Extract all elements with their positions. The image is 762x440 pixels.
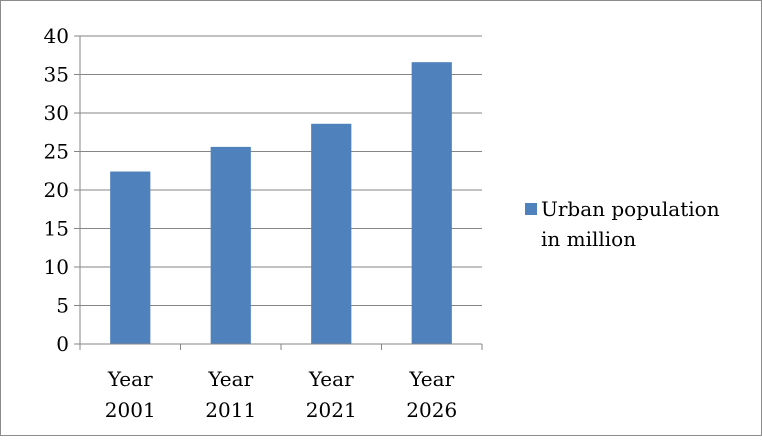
y-tick-label: 10 [44, 255, 69, 279]
y-tick-label: 40 [44, 24, 69, 48]
legend: Urban population in million [525, 197, 720, 251]
y-tick-label: 35 [44, 63, 69, 87]
y-tick-label: 15 [44, 217, 69, 241]
legend-label: Urban population in million [541, 197, 720, 251]
y-tick-labels: 0 5 10 15 20 25 30 35 40 [44, 24, 69, 356]
x-tick-label: Year 2001 [105, 367, 156, 422]
y-tick-label: 5 [56, 294, 69, 318]
x-tick-labels: Year 2001 Year 2011 Year 2021 Year 2026 [105, 367, 457, 422]
x-tick-label: Year 2026 [406, 367, 457, 422]
bar [411, 62, 452, 345]
bar [110, 171, 151, 344]
y-tick-label: 25 [44, 140, 69, 164]
y-tick-label: 20 [44, 178, 69, 202]
legend-swatch [525, 203, 537, 215]
x-tick-label: Year 2021 [306, 367, 357, 422]
bar [210, 146, 251, 344]
y-tick-label: 0 [56, 332, 69, 356]
axes [74, 35, 483, 350]
x-tick-label: Year 2011 [205, 367, 256, 422]
y-tick-label: 30 [44, 101, 69, 125]
bars [110, 62, 452, 345]
bar [311, 123, 352, 344]
